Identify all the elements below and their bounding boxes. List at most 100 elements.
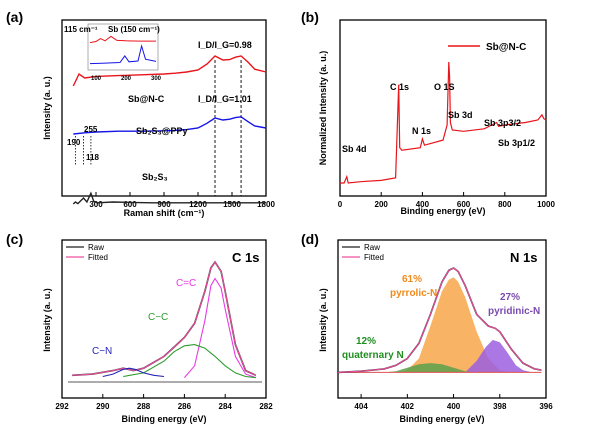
series-label-snc: Sb@N-C bbox=[128, 94, 165, 104]
series-group-d bbox=[337, 267, 542, 374]
annotation-n1s: N 1s bbox=[412, 126, 431, 136]
series-line-a-2 bbox=[72, 191, 266, 205]
title-d: N 1s bbox=[510, 250, 537, 265]
panel-b: (b) 0 200 400 600 800 1000 Binding energy (eV… bbox=[301, 9, 555, 216]
x-tick-label: 400 bbox=[447, 402, 461, 411]
y-axis-label-b: Normalized Intensity (a. u.) bbox=[318, 51, 328, 166]
x-tick-label: 800 bbox=[498, 200, 512, 209]
component-area-d-2 bbox=[395, 277, 512, 373]
plot-frame-b bbox=[339, 19, 547, 197]
x-tick-label: 282 bbox=[259, 402, 273, 411]
peak-label-255: 255 bbox=[84, 125, 98, 134]
x-axis-a: 300 600 900 1200 1500 1800 bbox=[89, 192, 275, 209]
inset-annotation-115: 115 cm⁻¹ bbox=[64, 25, 98, 34]
x-tick-label: 404 bbox=[354, 402, 368, 411]
annotation-id-ig-1: I_D/I_G=0.98 bbox=[198, 40, 252, 50]
x-axis-label-a: Raman shift (cm⁻¹) bbox=[124, 208, 205, 218]
x-tick-label: 284 bbox=[219, 402, 233, 411]
x-axis-label-b: Binding energy (eV) bbox=[400, 206, 485, 216]
annotation-pct-quaternary: 12% bbox=[356, 336, 376, 347]
legend-c: Raw Fitted bbox=[66, 243, 108, 262]
component-area-d-3 bbox=[465, 339, 533, 373]
x-tick-label: 290 bbox=[96, 402, 110, 411]
x-tick-label: 1500 bbox=[223, 200, 241, 209]
annotation-cc-single: C−C bbox=[148, 312, 168, 323]
panel-b-label: (b) bbox=[301, 9, 319, 25]
annotation-sb3d: Sb 3d bbox=[448, 110, 473, 120]
x-tick-label: 0 bbox=[338, 200, 343, 209]
x-tick-label: 398 bbox=[493, 402, 507, 411]
series-line-a-1 bbox=[73, 116, 267, 135]
series-group-b bbox=[340, 61, 547, 184]
series-line-c-4 bbox=[102, 367, 165, 378]
x-axis-d: 404 402 400 398 396 bbox=[354, 394, 553, 411]
legend-d-label-raw: Raw bbox=[364, 243, 380, 252]
legend-d: Raw Fitted bbox=[342, 243, 384, 262]
x-axis-label-c: Binding energy (eV) bbox=[121, 414, 206, 424]
annotation-quaternary: quaternary N bbox=[342, 350, 404, 361]
legend-b: Sb@N-C bbox=[448, 42, 526, 53]
series-group-a bbox=[72, 55, 267, 205]
peak-label-118: 118 bbox=[86, 153, 99, 162]
component-area-d-4 bbox=[384, 363, 477, 373]
x-tick-label: 288 bbox=[137, 402, 151, 411]
legend-d-label-fitted: Fitted bbox=[364, 253, 384, 262]
x-tick-label: 600 bbox=[123, 200, 137, 209]
x-tick-label: 396 bbox=[539, 402, 553, 411]
x-tick-label: 402 bbox=[401, 402, 415, 411]
inset-frame-a bbox=[87, 23, 159, 71]
panel-c: (c) 292 290 288 286 284 282 Binding energy (e… bbox=[6, 231, 273, 424]
x-tick-label: 1000 bbox=[537, 200, 555, 209]
x-tick-label: 200 bbox=[375, 200, 389, 209]
panel-c-label: (c) bbox=[6, 231, 23, 247]
y-axis-label-c: Intensity (a. u.) bbox=[42, 288, 52, 352]
y-axis-label-a: Intensity (a. u.) bbox=[42, 76, 52, 140]
series-line-a-0 bbox=[72, 55, 267, 87]
panel-a: (a) 300 600 900 1200 1500 1800 Raman shift (c… bbox=[6, 9, 275, 218]
x-tick-label: 400 bbox=[416, 200, 430, 209]
dashed-guides-a bbox=[214, 60, 242, 196]
annotation-id-ig-2: I_D/I_G=1.01 bbox=[198, 94, 252, 104]
x-tick-label: 286 bbox=[178, 402, 192, 411]
series-line-d-1 bbox=[337, 267, 542, 373]
y-axis-label-d: Intensity (a. u.) bbox=[318, 288, 328, 352]
annotation-pyridinic: pyridinic-N bbox=[488, 306, 540, 317]
x-tick-label: 1800 bbox=[257, 200, 275, 209]
annotation-o1s: O 1S bbox=[434, 82, 455, 92]
panel-d-label: (d) bbox=[301, 231, 319, 247]
annotation-pct-pyridinic: 27% bbox=[500, 292, 520, 303]
series-line-c-2 bbox=[183, 277, 256, 379]
x-tick-label: 1200 bbox=[189, 200, 207, 209]
x-tick-label: 292 bbox=[55, 402, 69, 411]
inset-tick-label: 300 bbox=[151, 76, 162, 82]
x-axis-c: 292 290 288 286 284 282 bbox=[55, 394, 273, 411]
series-line-b bbox=[340, 61, 547, 184]
annotation-pct-pyrrolic: 61% bbox=[402, 274, 422, 285]
x-tick-label: 300 bbox=[89, 200, 103, 209]
panel-a-label: (a) bbox=[6, 9, 23, 25]
plot-frame-d bbox=[337, 239, 547, 399]
annotation-c1s: C 1s bbox=[390, 82, 409, 92]
series-label-sbs: Sb₂S₃ bbox=[142, 172, 168, 182]
x-axis-label-d: Binding energy (eV) bbox=[399, 414, 484, 424]
annotation-cn: C−N bbox=[92, 346, 112, 357]
series-label-ppy: Sb₂S₃@PPy bbox=[136, 126, 187, 136]
inset-line-red bbox=[89, 35, 156, 44]
title-c: C 1s bbox=[232, 250, 259, 265]
x-tick-label: 900 bbox=[157, 200, 171, 209]
annotation-sb3p32: Sb 3p3/2 bbox=[484, 118, 521, 128]
inset-tick-label: 200 bbox=[121, 76, 132, 82]
legend-c-label-raw: Raw bbox=[88, 243, 104, 252]
annotation-sb3p12: Sb 3p1/2 bbox=[498, 138, 535, 148]
annotation-cc-double: C=C bbox=[176, 278, 196, 289]
inset-series-a bbox=[89, 35, 157, 65]
inset-tick-label: 100 bbox=[91, 76, 102, 82]
annotation-pyrrolic: pyrrolic-N bbox=[390, 288, 437, 299]
legend-c-label-fitted: Fitted bbox=[88, 253, 108, 262]
peak-label-190: 190 bbox=[67, 138, 81, 147]
inset-x-axis-a: 100 200 300 bbox=[91, 76, 162, 82]
x-tick-label: 600 bbox=[457, 200, 471, 209]
inset-line-blue bbox=[89, 44, 157, 65]
series-line-c-3 bbox=[123, 344, 256, 379]
